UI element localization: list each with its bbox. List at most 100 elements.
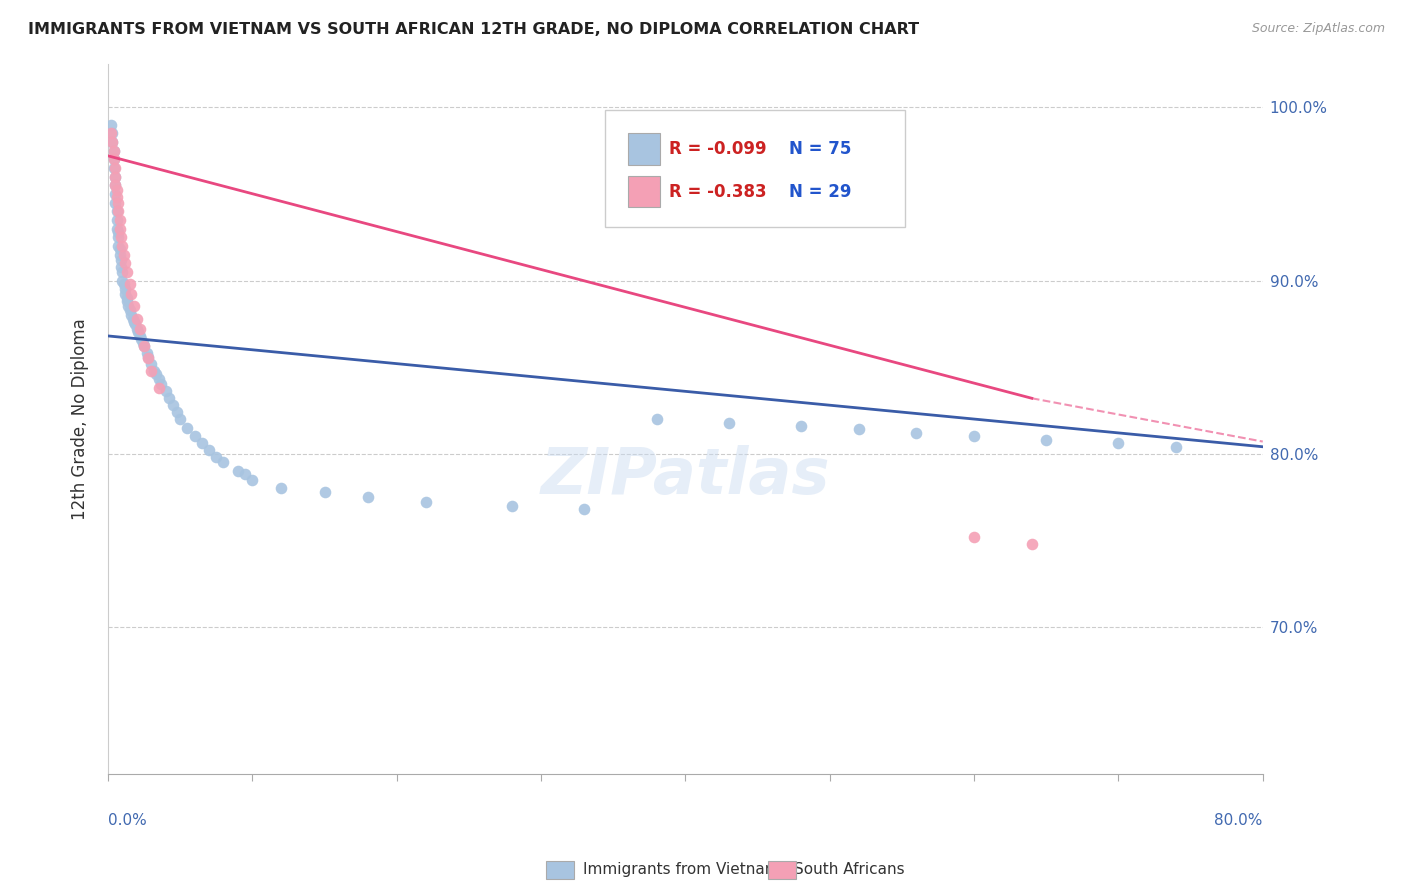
Point: [105, 184, 128, 198]
Point: [105, 204, 128, 219]
Point: [120, 287, 142, 301]
Point: [103, 144, 125, 158]
Point: [645, 412, 668, 426]
Text: 0.0%: 0.0%: [108, 813, 146, 828]
Point: [138, 350, 160, 364]
Point: [1035, 433, 1057, 447]
Point: [357, 490, 380, 504]
Point: [107, 195, 129, 210]
Point: [415, 495, 437, 509]
Point: [111, 239, 134, 253]
Text: Immigrants from Vietnam: Immigrants from Vietnam: [583, 863, 780, 877]
Point: [115, 291, 138, 305]
Point: [115, 294, 138, 309]
Text: N = 29: N = 29: [789, 183, 852, 201]
Point: [114, 282, 136, 296]
Text: South Africans: South Africans: [794, 863, 905, 877]
Text: R = -0.099: R = -0.099: [669, 140, 766, 158]
Point: [105, 190, 128, 204]
Text: R = -0.383: R = -0.383: [669, 183, 766, 201]
Point: [103, 161, 125, 175]
Point: [104, 178, 127, 193]
Point: [183, 429, 205, 443]
Point: [162, 398, 184, 412]
Point: [107, 204, 129, 219]
FancyBboxPatch shape: [627, 176, 659, 208]
Point: [101, 135, 124, 149]
Point: [128, 329, 150, 343]
Point: [145, 367, 167, 381]
Point: [112, 277, 135, 291]
Point: [1021, 537, 1043, 551]
Point: [125, 311, 148, 326]
Point: [191, 436, 214, 450]
Point: [124, 317, 146, 331]
Point: [138, 351, 160, 366]
Point: [114, 287, 136, 301]
Point: [1166, 440, 1188, 454]
Point: [148, 372, 170, 386]
Point: [104, 186, 127, 201]
Point: [118, 302, 141, 317]
Point: [108, 243, 131, 257]
Point: [1107, 436, 1129, 450]
Point: [104, 169, 127, 184]
Text: ZIPatlas: ZIPatlas: [541, 445, 830, 507]
Point: [121, 311, 143, 326]
Point: [574, 502, 596, 516]
Point: [136, 346, 159, 360]
Point: [110, 230, 132, 244]
Point: [111, 273, 134, 287]
Point: [314, 484, 336, 499]
Point: [141, 357, 163, 371]
Point: [112, 247, 135, 261]
Point: [100, 126, 122, 140]
Point: [120, 308, 142, 322]
Point: [157, 391, 180, 405]
Point: [117, 300, 139, 314]
Point: [104, 169, 127, 184]
Point: [114, 256, 136, 270]
Text: IMMIGRANTS FROM VIETNAM VS SOUTH AFRICAN 12TH GRADE, NO DIPLOMA CORRELATION CHAR: IMMIGRANTS FROM VIETNAM VS SOUTH AFRICAN…: [28, 22, 920, 37]
Point: [103, 153, 125, 167]
Point: [107, 230, 129, 244]
Point: [240, 473, 263, 487]
Point: [141, 363, 163, 377]
Text: N = 75: N = 75: [789, 140, 852, 158]
Point: [148, 381, 170, 395]
Text: Source: ZipAtlas.com: Source: ZipAtlas.com: [1251, 22, 1385, 36]
Point: [108, 213, 131, 227]
FancyBboxPatch shape: [627, 133, 659, 165]
Point: [176, 420, 198, 434]
Point: [212, 455, 235, 469]
Point: [101, 135, 124, 149]
Point: [169, 412, 191, 426]
Point: [226, 464, 249, 478]
Point: [205, 450, 228, 465]
Point: [198, 443, 221, 458]
Point: [270, 481, 292, 495]
Point: [125, 322, 148, 336]
Point: [717, 416, 740, 430]
Point: [105, 221, 128, 235]
Point: [150, 377, 173, 392]
Y-axis label: 12th Grade, No Diploma: 12th Grade, No Diploma: [72, 318, 89, 520]
Point: [115, 265, 138, 279]
Point: [131, 335, 153, 350]
Point: [128, 322, 150, 336]
Point: [963, 530, 986, 544]
Point: [143, 363, 166, 377]
Text: 80.0%: 80.0%: [1215, 813, 1263, 828]
Point: [101, 126, 124, 140]
Point: [107, 239, 129, 253]
Point: [103, 144, 125, 158]
Point: [110, 252, 132, 267]
Point: [103, 153, 125, 167]
Point: [905, 425, 928, 440]
Point: [129, 332, 152, 346]
Point: [122, 315, 145, 329]
Point: [108, 221, 131, 235]
Point: [104, 161, 127, 175]
Point: [110, 260, 132, 274]
Point: [501, 499, 523, 513]
